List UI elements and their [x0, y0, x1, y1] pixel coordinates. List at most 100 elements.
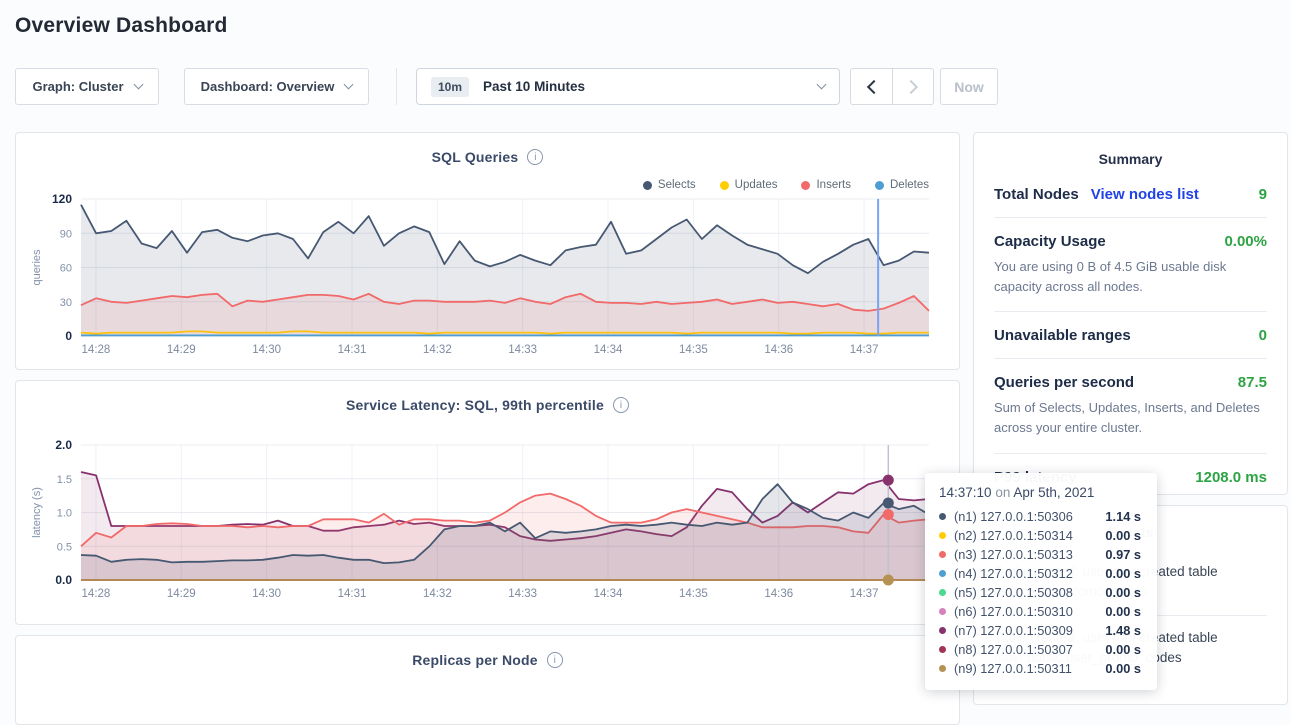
chevron-down-icon — [343, 79, 354, 90]
sql-queries-chart[interactable]: 14:28 14:29 14:30 14:31 14:32 14:33 14:34 14:35… — [16, 133, 959, 369]
dashboard-dropdown-label: Dashboard: Overview — [200, 79, 335, 94]
svg-text:60: 60 — [60, 263, 72, 275]
chevron-right-icon — [903, 79, 919, 94]
legend-label: Inserts — [816, 179, 851, 191]
summary-value: 87.5 — [1237, 374, 1267, 392]
chevron-down-icon — [133, 79, 143, 90]
tooltip-node-row: (n9) 127.0.0.1:50311 0.00 s — [939, 659, 1143, 678]
next-time-button[interactable] — [892, 69, 933, 104]
summary-label: Queries per second — [994, 374, 1135, 392]
node-color-dot-icon — [939, 589, 946, 596]
chevron-left-icon — [866, 79, 881, 94]
summary-row-unavailable-ranges: Unavailable ranges 0 — [994, 312, 1267, 360]
svg-text:14:29: 14:29 — [167, 344, 196, 356]
node-address: (n6) 127.0.0.1:50310 — [954, 604, 1073, 619]
svg-text:0: 0 — [65, 329, 72, 343]
summary-row-total-nodes: Total Nodes View nodes list 9 — [994, 171, 1267, 218]
node-address: (n3) 127.0.0.1:50313 — [954, 547, 1073, 562]
svg-text:14:28: 14:28 — [82, 344, 111, 356]
tooltip-node-row: (n3) 127.0.0.1:50313 0.97 s — [939, 545, 1143, 564]
node-address: (n9) 127.0.0.1:50311 — [954, 661, 1072, 676]
svg-text:1.0: 1.0 — [57, 508, 72, 520]
summary-value: 9 — [1258, 186, 1267, 203]
legend-item-deletes[interactable]: Deletes — [875, 179, 929, 191]
tooltip-node-row: (n2) 127.0.0.1:50314 0.00 s — [939, 526, 1143, 545]
tooltip-node-row: (n8) 127.0.0.1:50307 0.00 s — [939, 640, 1143, 659]
svg-text:14:33: 14:33 — [508, 588, 537, 600]
svg-text:14:35: 14:35 — [679, 588, 708, 600]
info-icon[interactable] — [612, 397, 629, 413]
legend-label: Selects — [657, 179, 696, 191]
sql-queries-card: SQL Queries Selects Updates Inserts Deletes… — [15, 132, 960, 370]
time-range-dropdown[interactable]: 10m Past 10 Minutes — [416, 68, 840, 105]
summary-label: Capacity Usage — [994, 233, 1106, 250]
svg-text:14:32: 14:32 — [423, 344, 452, 356]
svg-text:30: 30 — [60, 297, 72, 309]
svg-text:14:30: 14:30 — [252, 344, 281, 356]
summary-row-capacity-usage: Capacity Usage 0.00% You are using 0 B o… — [994, 218, 1267, 313]
summary-value: 0.00% — [1224, 233, 1267, 250]
svg-text:14:35: 14:35 — [679, 344, 708, 356]
legend-label: Updates — [734, 179, 778, 191]
node-color-dot-icon — [939, 646, 946, 653]
svg-text:14:31: 14:31 — [338, 588, 367, 600]
node-latency-value: 1.48 s — [1105, 623, 1141, 638]
svg-text:120: 120 — [52, 192, 72, 206]
svg-text:14:34: 14:34 — [594, 344, 623, 356]
svg-text:14:30: 14:30 — [252, 588, 281, 600]
summary-value: 0 — [1258, 327, 1267, 345]
tooltip-node-row: (n6) 127.0.0.1:50310 0.00 s — [939, 602, 1143, 621]
view-nodes-list-link[interactable]: View nodes list — [1090, 186, 1199, 203]
svg-text:14:36: 14:36 — [764, 344, 793, 356]
node-color-dot-icon — [939, 627, 946, 634]
node-latency-value: 0.00 s — [1105, 566, 1141, 581]
svg-text:14:37: 14:37 — [850, 588, 879, 600]
chevron-down-icon — [816, 79, 827, 90]
page-title: Overview Dashboard — [15, 14, 228, 37]
summary-label: Total Nodes — [994, 186, 1079, 203]
info-icon[interactable] — [546, 652, 563, 668]
tooltip-node-row: (n1) 127.0.0.1:50306 1.14 s — [939, 507, 1143, 526]
svg-text:14:33: 14:33 — [508, 344, 537, 356]
summary-row-queries-per-second: Queries per second 87.5 Sum of Selects, … — [994, 359, 1267, 454]
summary-description: You are using 0 B of 4.5 GiB usable disk… — [994, 259, 1227, 295]
tooltip-node-row: (n5) 127.0.0.1:50308 0.00 s — [939, 583, 1143, 602]
node-latency-value: 0.00 s — [1105, 642, 1141, 657]
time-range-badge: 10m — [431, 76, 470, 97]
summary-description: Sum of Selects, Updates, Inserts, and De… — [994, 400, 1260, 436]
graph-dropdown[interactable]: Graph: Cluster — [15, 68, 159, 105]
node-address: (n2) 127.0.0.1:50314 — [954, 528, 1073, 543]
time-step-buttons — [850, 68, 934, 105]
dashboard-dropdown[interactable]: Dashboard: Overview — [184, 68, 369, 105]
summary-label: Unavailable ranges — [994, 327, 1131, 345]
legend-item-selects[interactable]: Selects — [642, 179, 696, 191]
svg-text:14:28: 14:28 — [82, 588, 111, 600]
chart-title: Service Latency: SQL, 99th percentile — [346, 397, 604, 413]
legend-dot-icon — [642, 180, 652, 190]
info-icon[interactable] — [527, 149, 544, 165]
summary-title: Summary — [1098, 151, 1163, 167]
now-button[interactable]: Now — [940, 68, 998, 105]
service-latency-chart[interactable]: 14:28 14:29 14:30 14:31 14:32 14:33 14:34 14:35… — [16, 381, 959, 624]
legend-item-updates[interactable]: Updates — [719, 179, 778, 191]
svg-text:14:32: 14:32 — [423, 588, 452, 600]
summary-panel: Summary Total Nodes View nodes list 9 Ca… — [973, 132, 1288, 495]
node-address: (n1) 127.0.0.1:50306 — [954, 509, 1073, 524]
node-address: (n4) 127.0.0.1:50312 — [954, 566, 1073, 581]
svg-text:14:34: 14:34 — [594, 588, 623, 600]
svg-text:14:31: 14:31 — [338, 344, 367, 356]
svg-text:1.5: 1.5 — [57, 474, 72, 486]
svg-text:0.5: 0.5 — [57, 541, 72, 553]
prev-time-button[interactable] — [851, 69, 892, 104]
node-color-dot-icon — [939, 513, 946, 520]
legend-dot-icon — [875, 180, 884, 190]
legend-dot-icon — [719, 180, 729, 190]
legend-item-inserts[interactable]: Inserts — [801, 179, 851, 191]
node-latency-value: 0.97 s — [1105, 547, 1141, 562]
node-latency-value: 0.00 s — [1105, 528, 1141, 543]
node-address: (n5) 127.0.0.1:50308 — [954, 585, 1073, 600]
tooltip-node-row: (n7) 127.0.0.1:50309 1.48 s — [939, 621, 1143, 640]
now-button-label: Now — [954, 78, 984, 95]
svg-text:latency (s): latency (s) — [31, 487, 43, 538]
chart-legend: Selects Updates Inserts Deletes — [642, 179, 929, 191]
